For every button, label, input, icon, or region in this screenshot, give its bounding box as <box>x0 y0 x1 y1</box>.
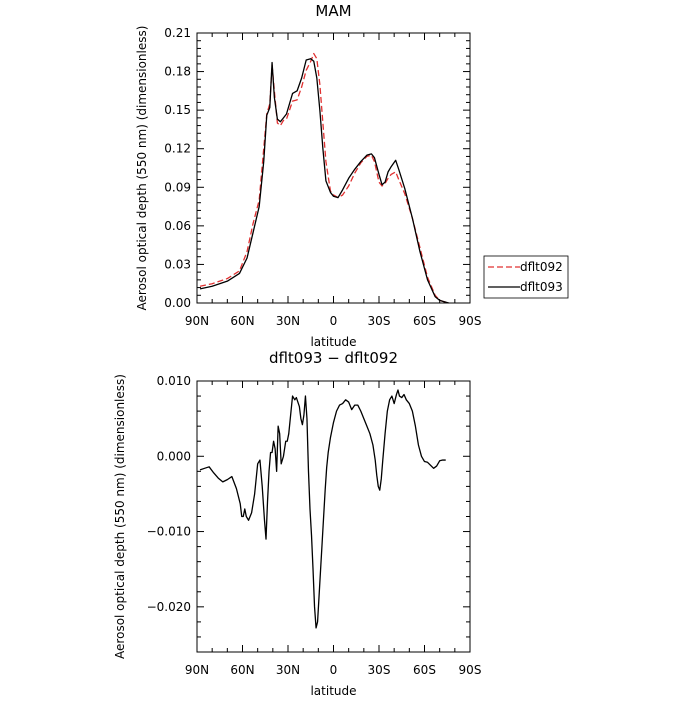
bottom-axis-ticks: 90N 60N 30N 0 30S 60S 90S 0.010 0.000 −0.010 −0.02… <box>147 374 482 677</box>
y-tick-label: 0.18 <box>164 65 191 79</box>
y-tick-label: 0.15 <box>164 103 191 117</box>
x-tick-label: 0 <box>330 314 338 328</box>
x-tick-label: 60S <box>413 314 436 328</box>
x-tick-label: 60S <box>413 663 436 677</box>
legend-label-dflt092: dflt092 <box>520 260 563 274</box>
y-tick-label: −0.010 <box>147 525 191 539</box>
top-series-lines <box>199 52 449 304</box>
x-tick-label: 30S <box>368 314 391 328</box>
y-tick-label: 0.010 <box>157 374 191 388</box>
x-tick-label: 90N <box>185 314 209 328</box>
legend: dflt092 dflt093 <box>483 255 569 299</box>
legend-label-dflt093: dflt093 <box>520 280 563 294</box>
y-tick-label: 0.06 <box>164 219 191 233</box>
y-tick-label: −0.020 <box>147 600 191 614</box>
legend-box <box>483 255 569 299</box>
x-tick-label: 60N <box>230 663 254 677</box>
series-line-dflt092 <box>199 52 449 304</box>
y-tick-label: 0.12 <box>164 142 191 156</box>
x-tick-label: 90S <box>459 314 482 328</box>
bottom-series-lines <box>199 389 446 629</box>
y-tick-label: 0.00 <box>164 296 191 310</box>
x-tick-label: 30N <box>276 663 300 677</box>
x-tick-label: 90N <box>185 663 209 677</box>
x-tick-label: 60N <box>230 314 254 328</box>
x-tick-label: 30N <box>276 314 300 328</box>
top-plot-title: MAM <box>315 2 351 20</box>
top-x-axis-label: latitude <box>310 335 356 349</box>
top-panel: MAM latitude Aerosol optical depth (550 … <box>135 2 481 349</box>
bottom-panel: dflt093 − dflt092 latitude Aerosol optic… <box>113 349 481 698</box>
top-plot-frame <box>196 32 471 304</box>
series-line-dflt093 <box>199 58 449 304</box>
bottom-y-axis-label: Aerosol optical depth (550 nm) (dimensio… <box>113 374 127 659</box>
top-axis-ticks: 90N 60N 30N 0 30S 60S 90S 0.00 0.03 0.06 0.09 0.12 0… <box>164 26 481 328</box>
x-tick-label: 30S <box>368 663 391 677</box>
y-tick-label: 0.03 <box>164 257 191 271</box>
top-y-axis-label: Aerosol optical depth (550 nm) (dimensio… <box>135 26 149 311</box>
bottom-x-axis-label: latitude <box>310 684 356 698</box>
y-tick-label: 0.21 <box>164 26 191 40</box>
series-line-difference <box>199 389 446 629</box>
x-tick-label: 0 <box>330 663 338 677</box>
y-tick-label: 0.000 <box>157 449 191 463</box>
x-tick-label: 90S <box>459 663 482 677</box>
bottom-plot-title: dflt093 − dflt092 <box>269 349 398 367</box>
y-tick-label: 0.09 <box>164 180 191 194</box>
